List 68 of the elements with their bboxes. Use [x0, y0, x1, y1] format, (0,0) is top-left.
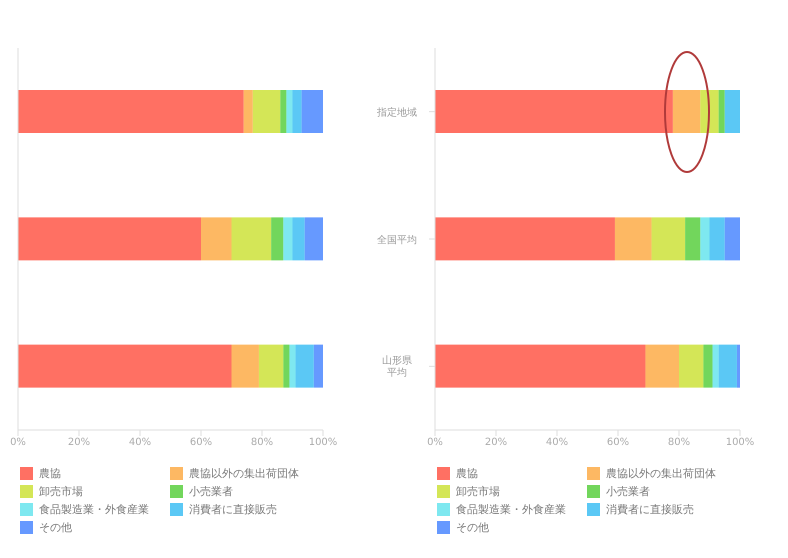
bar	[18, 217, 201, 260]
x-tick-label: 20%	[68, 437, 90, 448]
bar	[672, 90, 700, 134]
bar	[232, 217, 272, 260]
legend-label: 消費者に直接販売	[189, 502, 277, 517]
bar	[435, 344, 646, 388]
legend-label: 小売業者	[606, 484, 650, 499]
bar	[718, 344, 737, 388]
legend-label: 農協以外の集出荷団体	[189, 466, 299, 481]
bar	[271, 217, 284, 260]
x-tick-label: 100%	[726, 437, 754, 448]
legend-label: 消費者に直接販売	[606, 502, 694, 517]
bar	[201, 217, 232, 260]
bar	[292, 90, 302, 134]
bar	[435, 90, 673, 134]
bar	[302, 90, 323, 134]
x-tick-label: 80%	[250, 437, 274, 448]
bar	[304, 217, 323, 260]
bar	[703, 344, 713, 388]
bar	[292, 217, 305, 260]
x-tick-label: 20%	[484, 437, 508, 448]
bar	[18, 344, 232, 388]
bar	[679, 344, 704, 388]
legend-label: 卸売市場	[39, 484, 83, 499]
bar	[283, 344, 290, 388]
y-tick-label: 山形県平均	[382, 354, 412, 378]
bar	[286, 90, 292, 134]
legend-label: 農協	[456, 466, 478, 481]
x-tick-label: 60%	[190, 437, 212, 448]
bar	[18, 90, 244, 134]
bar	[685, 217, 700, 260]
bar	[289, 344, 296, 388]
x-tick-label: 0%	[10, 437, 26, 448]
legend-label: 食品製造業・外食産業	[39, 502, 149, 517]
bar	[244, 90, 253, 134]
legend-label: その他	[456, 520, 489, 535]
bar	[652, 217, 686, 260]
legend-label: 小売業者	[189, 484, 233, 499]
bar	[252, 90, 280, 134]
legend-label: その他	[39, 520, 72, 535]
x-tick-label: 60%	[606, 437, 630, 448]
bar	[712, 344, 719, 388]
legend-label: 卸売市場	[456, 484, 500, 499]
bar	[614, 217, 652, 260]
bar	[724, 90, 740, 134]
bar	[283, 217, 292, 260]
bar	[736, 344, 740, 388]
bar	[710, 217, 725, 260]
bar	[232, 344, 259, 388]
y-tick-label: 指定地域	[376, 106, 417, 119]
y-tick-label: 全国平均	[377, 234, 417, 246]
x-tick-label: 100%	[308, 437, 338, 448]
bar	[645, 344, 679, 388]
bar	[314, 344, 323, 388]
x-tick-label: 80%	[668, 437, 690, 448]
legend-label: 食品製造業・外食産業	[456, 502, 566, 517]
legend-label: 農協	[39, 466, 61, 481]
bar	[724, 217, 740, 260]
bar	[700, 217, 710, 260]
bar	[280, 90, 286, 134]
bar	[258, 344, 284, 388]
x-tick-label: 40%	[128, 437, 152, 448]
bar	[435, 217, 615, 260]
x-tick-label: 40%	[546, 437, 568, 448]
legend-label: 農協以外の集出荷団体	[606, 466, 716, 481]
bar	[718, 90, 725, 134]
bar	[296, 344, 314, 388]
x-tick-label: 0%	[427, 437, 443, 448]
